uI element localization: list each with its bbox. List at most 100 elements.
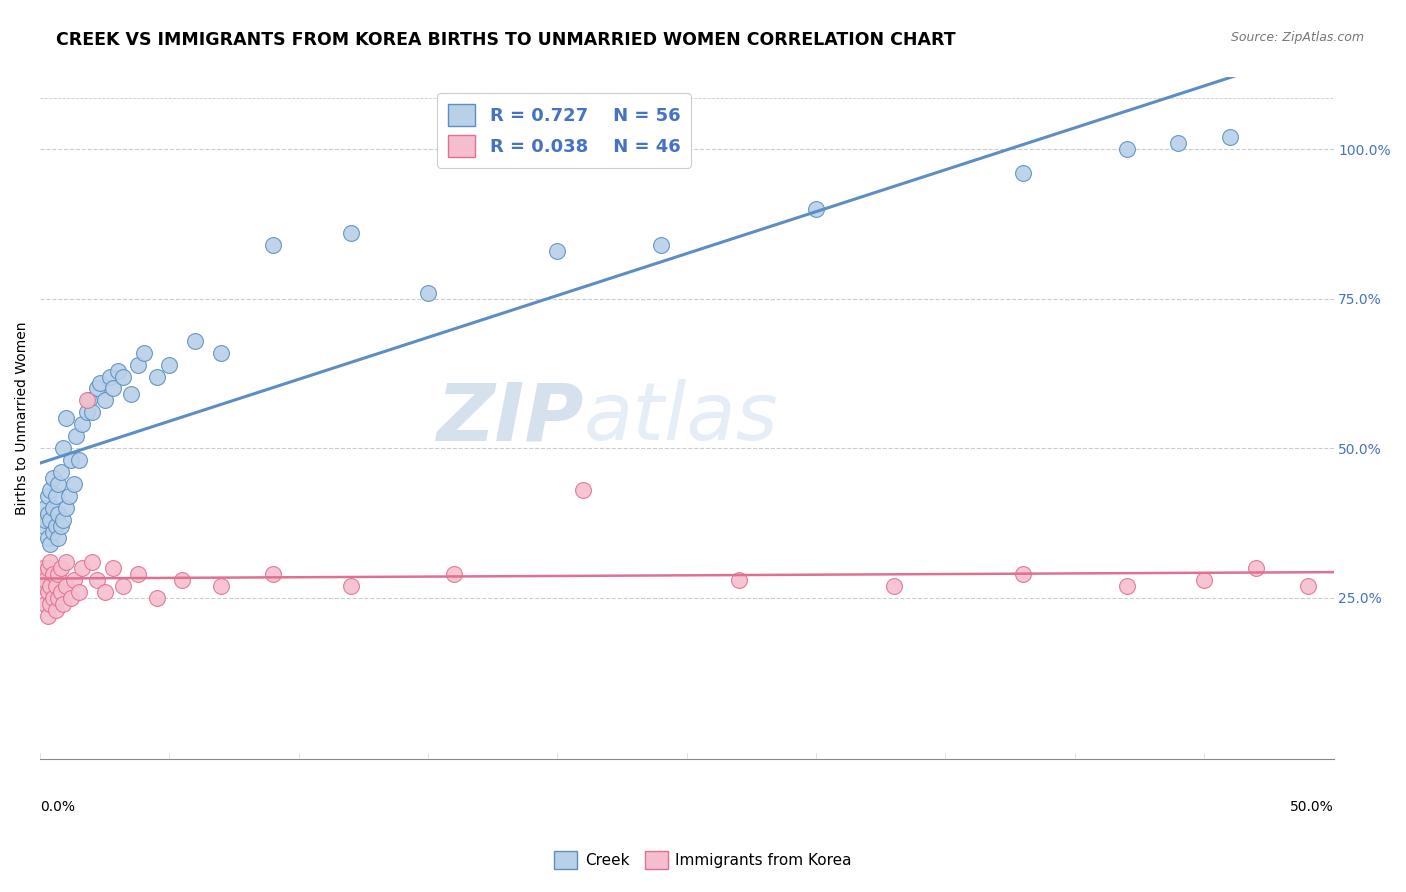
- Point: [262, 566, 284, 581]
- Point: [46, 507, 69, 521]
- Point: [339, 579, 361, 593]
- Point: [262, 238, 284, 252]
- Point: [98, 369, 121, 384]
- Point: [86, 382, 108, 396]
- Point: [145, 369, 167, 384]
- Text: 50.0%: 50.0%: [1289, 800, 1333, 814]
- Point: [37, 585, 59, 599]
- Text: 0.0%: 0.0%: [41, 800, 75, 814]
- Point: [111, 579, 134, 593]
- Point: [1219, 130, 1241, 145]
- Point: [37, 531, 59, 545]
- Point: [42, 471, 65, 485]
- Point: [60, 591, 83, 605]
- Point: [76, 393, 98, 408]
- Point: [65, 429, 87, 443]
- Point: [94, 393, 117, 408]
- Point: [76, 405, 98, 419]
- Y-axis label: Births to Unmarried Women: Births to Unmarried Women: [15, 322, 30, 516]
- Point: [55, 411, 77, 425]
- Point: [60, 453, 83, 467]
- Point: [86, 573, 108, 587]
- Point: [55, 579, 77, 593]
- Point: [37, 608, 59, 623]
- Point: [572, 483, 595, 498]
- Point: [39, 597, 62, 611]
- Point: [209, 579, 232, 593]
- Point: [80, 405, 103, 419]
- Point: [49, 561, 72, 575]
- Point: [94, 585, 117, 599]
- Point: [127, 566, 149, 581]
- Point: [727, 573, 749, 587]
- Point: [159, 358, 181, 372]
- Point: [70, 561, 93, 575]
- Point: [132, 345, 155, 359]
- Point: [42, 501, 65, 516]
- Point: [145, 591, 167, 605]
- Point: [46, 566, 69, 581]
- Point: [1115, 579, 1137, 593]
- Point: [31, 561, 53, 575]
- Point: [39, 555, 62, 569]
- Point: [1115, 142, 1137, 156]
- Point: [89, 376, 111, 390]
- Point: [172, 573, 194, 587]
- Point: [418, 285, 440, 300]
- Point: [46, 531, 69, 545]
- Point: [34, 513, 56, 527]
- Point: [546, 244, 568, 258]
- Legend: Creek, Immigrants from Korea: Creek, Immigrants from Korea: [548, 845, 858, 875]
- Point: [45, 519, 67, 533]
- Point: [34, 501, 56, 516]
- Point: [45, 579, 67, 593]
- Point: [804, 202, 827, 216]
- Point: [45, 603, 67, 617]
- Point: [1167, 136, 1189, 151]
- Point: [55, 555, 77, 569]
- Point: [39, 513, 62, 527]
- Legend: R = 0.727    N = 56, R = 0.038    N = 46: R = 0.727 N = 56, R = 0.038 N = 46: [437, 94, 692, 168]
- Point: [31, 579, 53, 593]
- Point: [883, 579, 905, 593]
- Point: [111, 369, 134, 384]
- Point: [58, 489, 80, 503]
- Point: [39, 537, 62, 551]
- Point: [101, 561, 124, 575]
- Point: [1244, 561, 1267, 575]
- Point: [1296, 579, 1319, 593]
- Point: [77, 393, 100, 408]
- Point: [34, 597, 56, 611]
- Point: [46, 477, 69, 491]
- Point: [67, 585, 90, 599]
- Point: [339, 226, 361, 240]
- Point: [42, 566, 65, 581]
- Point: [107, 363, 129, 377]
- Point: [39, 483, 62, 498]
- Text: CREEK VS IMMIGRANTS FROM KOREA BIRTHS TO UNMARRIED WOMEN CORRELATION CHART: CREEK VS IMMIGRANTS FROM KOREA BIRTHS TO…: [56, 31, 956, 49]
- Point: [37, 489, 59, 503]
- Point: [62, 477, 84, 491]
- Point: [62, 573, 84, 587]
- Text: ZIP: ZIP: [436, 379, 583, 458]
- Point: [209, 345, 232, 359]
- Point: [37, 507, 59, 521]
- Point: [184, 334, 207, 348]
- Point: [80, 555, 103, 569]
- Point: [443, 566, 465, 581]
- Point: [46, 591, 69, 605]
- Text: Source: ZipAtlas.com: Source: ZipAtlas.com: [1230, 31, 1364, 45]
- Point: [101, 382, 124, 396]
- Point: [49, 519, 72, 533]
- Point: [1192, 573, 1215, 587]
- Point: [42, 524, 65, 539]
- Point: [127, 358, 149, 372]
- Point: [49, 465, 72, 479]
- Point: [37, 561, 59, 575]
- Point: [52, 597, 75, 611]
- Point: [55, 501, 77, 516]
- Point: [31, 519, 53, 533]
- Point: [70, 417, 93, 432]
- Point: [45, 489, 67, 503]
- Point: [1012, 166, 1035, 180]
